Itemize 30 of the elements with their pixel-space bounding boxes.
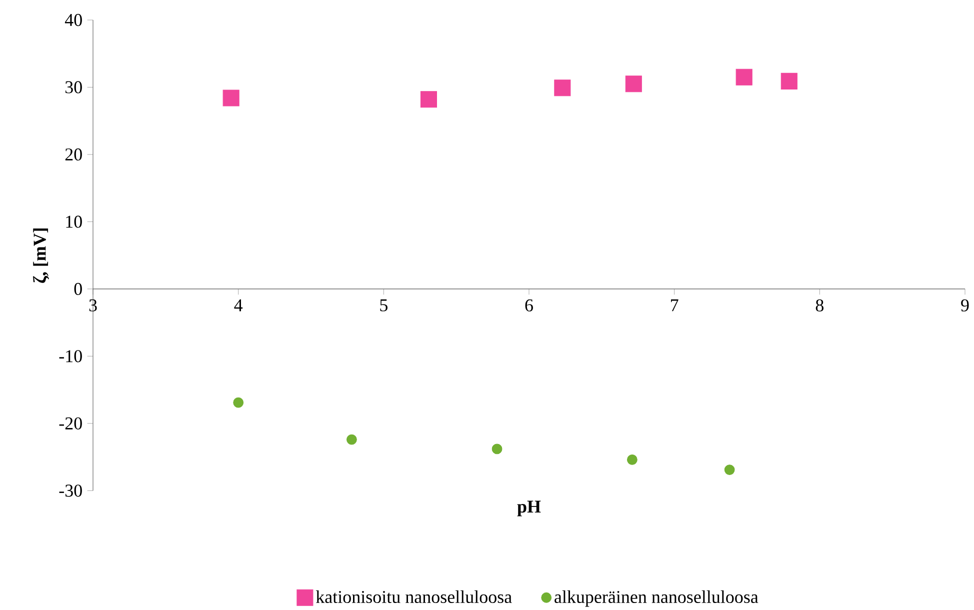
point — [780, 72, 798, 90]
legend-label: alkuperäinen nanoselluloosa — [554, 590, 758, 607]
point — [626, 454, 638, 465]
x-tick-label: 3 — [89, 299, 97, 312]
point — [233, 397, 244, 408]
x-tick-label: 9 — [961, 299, 969, 312]
x-tick-label: 8 — [816, 299, 824, 312]
x-tick-label: 6 — [525, 299, 533, 312]
point — [736, 68, 752, 86]
y-tick-label: -20 — [59, 417, 82, 430]
y-tick-label: 40 — [64, 14, 82, 26]
y-tick-label: 0 — [74, 282, 82, 295]
legend-label: kationisoitu nanoselluloosa — [316, 590, 512, 603]
point — [346, 434, 357, 445]
point — [724, 464, 735, 475]
x-tick-label: 4 — [234, 299, 243, 312]
x-axis-title: pH — [517, 500, 541, 516]
y-tick-label: 10 — [66, 216, 82, 228]
y-tick-label: -10 — [59, 350, 82, 362]
point — [625, 76, 642, 92]
point — [420, 90, 437, 108]
point — [222, 90, 240, 106]
x-tick-label: 7 — [671, 299, 678, 312]
x-tick-label: 5 — [380, 299, 388, 312]
point — [554, 80, 571, 96]
y-tick-label: 20 — [65, 148, 82, 160]
y-axis-title: ζ, [mV] — [32, 228, 50, 283]
y-tick-label: 30 — [65, 81, 82, 94]
point — [492, 444, 502, 454]
y-tick-label: -30 — [59, 484, 82, 497]
